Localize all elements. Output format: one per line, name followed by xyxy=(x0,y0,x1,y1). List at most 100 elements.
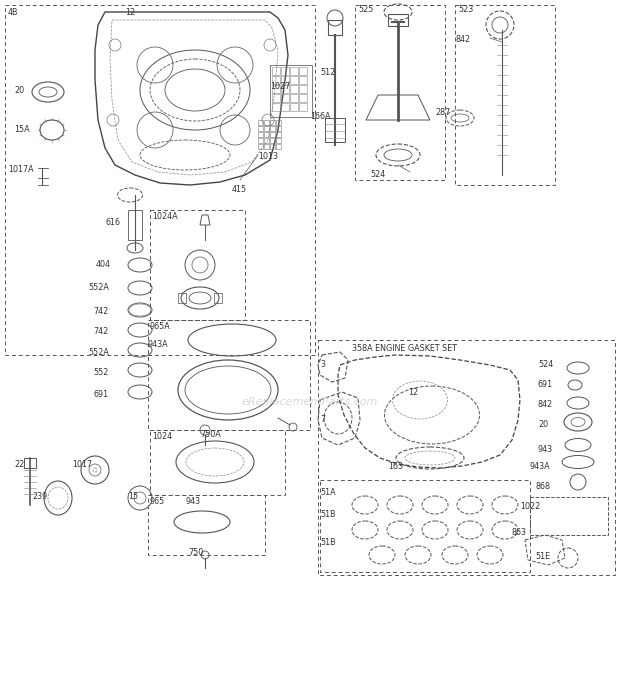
Bar xyxy=(264,120,269,125)
Text: 51E: 51E xyxy=(535,552,550,561)
Bar xyxy=(272,67,280,75)
Text: 943: 943 xyxy=(538,445,553,454)
Text: 863: 863 xyxy=(512,528,527,537)
Bar xyxy=(328,20,342,35)
Bar xyxy=(281,103,289,111)
Bar xyxy=(24,458,36,468)
Bar xyxy=(148,320,310,430)
Bar xyxy=(290,103,298,111)
Bar xyxy=(272,85,280,93)
Bar xyxy=(214,293,222,303)
Text: 842: 842 xyxy=(538,400,553,409)
Bar xyxy=(276,126,281,131)
Text: 691: 691 xyxy=(93,390,108,399)
Text: 20: 20 xyxy=(538,420,548,429)
Text: eReplacementParts.com: eReplacementParts.com xyxy=(242,397,378,407)
Text: 965A: 965A xyxy=(150,322,170,331)
Text: 552A: 552A xyxy=(88,348,109,357)
Bar xyxy=(5,5,315,355)
Bar xyxy=(455,5,555,185)
Text: 943A: 943A xyxy=(148,340,169,349)
Text: 524: 524 xyxy=(538,360,553,369)
Text: 4B: 4B xyxy=(8,8,19,17)
Text: 524: 524 xyxy=(370,170,385,179)
Text: 523: 523 xyxy=(458,5,473,14)
Text: 404: 404 xyxy=(96,260,111,269)
Bar xyxy=(258,132,263,137)
Bar xyxy=(258,126,263,131)
Text: 3: 3 xyxy=(320,360,325,369)
Text: 868: 868 xyxy=(535,482,550,491)
Text: 1017A: 1017A xyxy=(8,165,33,174)
Bar xyxy=(388,14,408,26)
Bar xyxy=(281,67,289,75)
Text: 22: 22 xyxy=(14,460,24,469)
Text: 616: 616 xyxy=(105,218,120,227)
Bar xyxy=(276,120,281,125)
Bar xyxy=(264,132,269,137)
Bar xyxy=(276,138,281,143)
Bar xyxy=(264,138,269,143)
Text: 512: 512 xyxy=(320,68,335,77)
Bar xyxy=(355,5,445,180)
Bar xyxy=(258,120,263,125)
Bar xyxy=(258,144,263,149)
Text: 742: 742 xyxy=(93,307,108,316)
Bar xyxy=(264,144,269,149)
Text: 943A: 943A xyxy=(530,462,551,471)
Bar xyxy=(270,120,275,125)
Bar xyxy=(276,144,281,149)
Bar xyxy=(258,138,263,143)
Text: 20: 20 xyxy=(14,86,24,95)
Bar xyxy=(325,118,345,142)
Bar xyxy=(270,138,275,143)
Text: 166A: 166A xyxy=(310,112,330,121)
Bar xyxy=(318,340,615,575)
Text: 15: 15 xyxy=(128,492,138,501)
Bar xyxy=(299,94,307,102)
Text: 1013: 1013 xyxy=(258,152,278,161)
Bar xyxy=(150,430,285,495)
Text: 842: 842 xyxy=(455,35,470,44)
Text: 525: 525 xyxy=(358,5,373,14)
Text: 552A: 552A xyxy=(88,283,109,292)
Bar xyxy=(290,85,298,93)
Text: 750A: 750A xyxy=(200,430,221,439)
Bar xyxy=(290,94,298,102)
Bar xyxy=(290,67,298,75)
Bar xyxy=(290,76,298,84)
Bar xyxy=(270,144,275,149)
Text: 7: 7 xyxy=(320,415,325,424)
Text: 943: 943 xyxy=(185,497,200,506)
Text: 691: 691 xyxy=(538,380,553,389)
Bar xyxy=(281,76,289,84)
Text: 51A: 51A xyxy=(320,488,335,497)
Text: 1024: 1024 xyxy=(152,432,172,441)
Bar xyxy=(299,85,307,93)
Bar xyxy=(276,132,281,137)
Text: 51B: 51B xyxy=(320,510,335,519)
Bar xyxy=(148,495,265,555)
Text: 415: 415 xyxy=(232,185,247,194)
Text: 1027: 1027 xyxy=(270,82,290,91)
Text: 287: 287 xyxy=(435,108,450,117)
Text: 12: 12 xyxy=(408,388,418,397)
Text: 1024A: 1024A xyxy=(152,212,177,221)
Bar xyxy=(270,65,312,117)
Text: 1017: 1017 xyxy=(72,460,92,469)
Bar xyxy=(299,76,307,84)
Text: 15A: 15A xyxy=(14,125,30,134)
Bar xyxy=(281,85,289,93)
Text: 358A ENGINE GASKET SET: 358A ENGINE GASKET SET xyxy=(352,344,457,353)
Text: 1022: 1022 xyxy=(520,502,540,511)
Bar xyxy=(272,76,280,84)
Bar xyxy=(320,480,530,572)
Bar xyxy=(272,94,280,102)
Bar xyxy=(270,132,275,137)
Bar xyxy=(299,103,307,111)
Text: 163: 163 xyxy=(388,462,403,471)
Bar xyxy=(272,103,280,111)
Bar xyxy=(128,210,142,240)
Bar xyxy=(530,497,608,535)
Text: 750: 750 xyxy=(188,548,203,557)
